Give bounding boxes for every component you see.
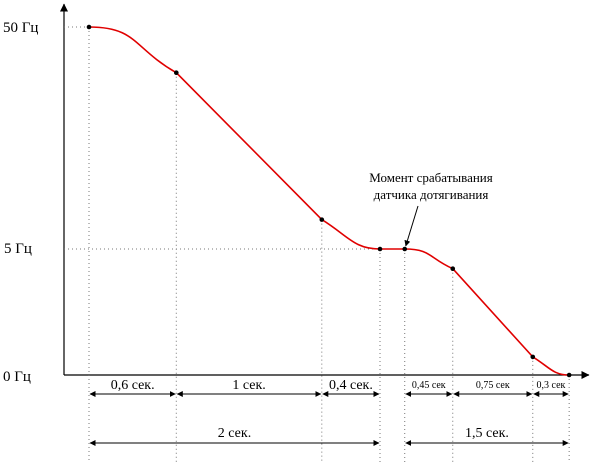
duration-segment-0-label: 0,6 сек. bbox=[111, 378, 155, 393]
annotation-arrow bbox=[404, 205, 419, 247]
y-tick-label-0: 0 Гц bbox=[3, 369, 31, 385]
annotation-line-2: датчика дотягивания bbox=[374, 187, 489, 202]
duration-segment-4-label: 0,75 сек bbox=[476, 380, 510, 391]
y-tick-label-5: 5 Гц bbox=[4, 241, 32, 257]
duration-segment-1-label: 1 сек. bbox=[232, 378, 265, 393]
frequency-curve bbox=[88, 26, 570, 376]
curve-point-0 bbox=[86, 24, 92, 30]
duration-dimensions: 0,6 сек. 1 сек. 0,4 сек. 0,45 сек 0,75 сек 0,… bbox=[89, 378, 569, 446]
guide-lines bbox=[64, 26, 570, 462]
curve-point-1 bbox=[174, 70, 179, 76]
duration-segment-3-label: 0,45 сек bbox=[412, 380, 446, 391]
curve-point-7 bbox=[566, 372, 572, 378]
curve-point-5 bbox=[450, 266, 456, 271]
curve-points bbox=[86, 24, 572, 378]
duration-total-1-label: 1,5 сек. bbox=[465, 426, 509, 441]
curve-point-4 bbox=[402, 246, 408, 252]
duration-total-0-label: 2 сек. bbox=[218, 426, 251, 441]
duration-segment-5-label: 0,3 сек bbox=[537, 380, 566, 391]
curve-point-3 bbox=[377, 246, 383, 252]
curve-point-6 bbox=[530, 354, 536, 360]
curve-point-2 bbox=[319, 217, 325, 222]
annotation-line-1: Момент срабатывания bbox=[369, 170, 493, 185]
y-tick-label-50: 50 Гц bbox=[3, 20, 38, 36]
duration-segment-2-label: 0,4 сек. bbox=[329, 378, 373, 393]
